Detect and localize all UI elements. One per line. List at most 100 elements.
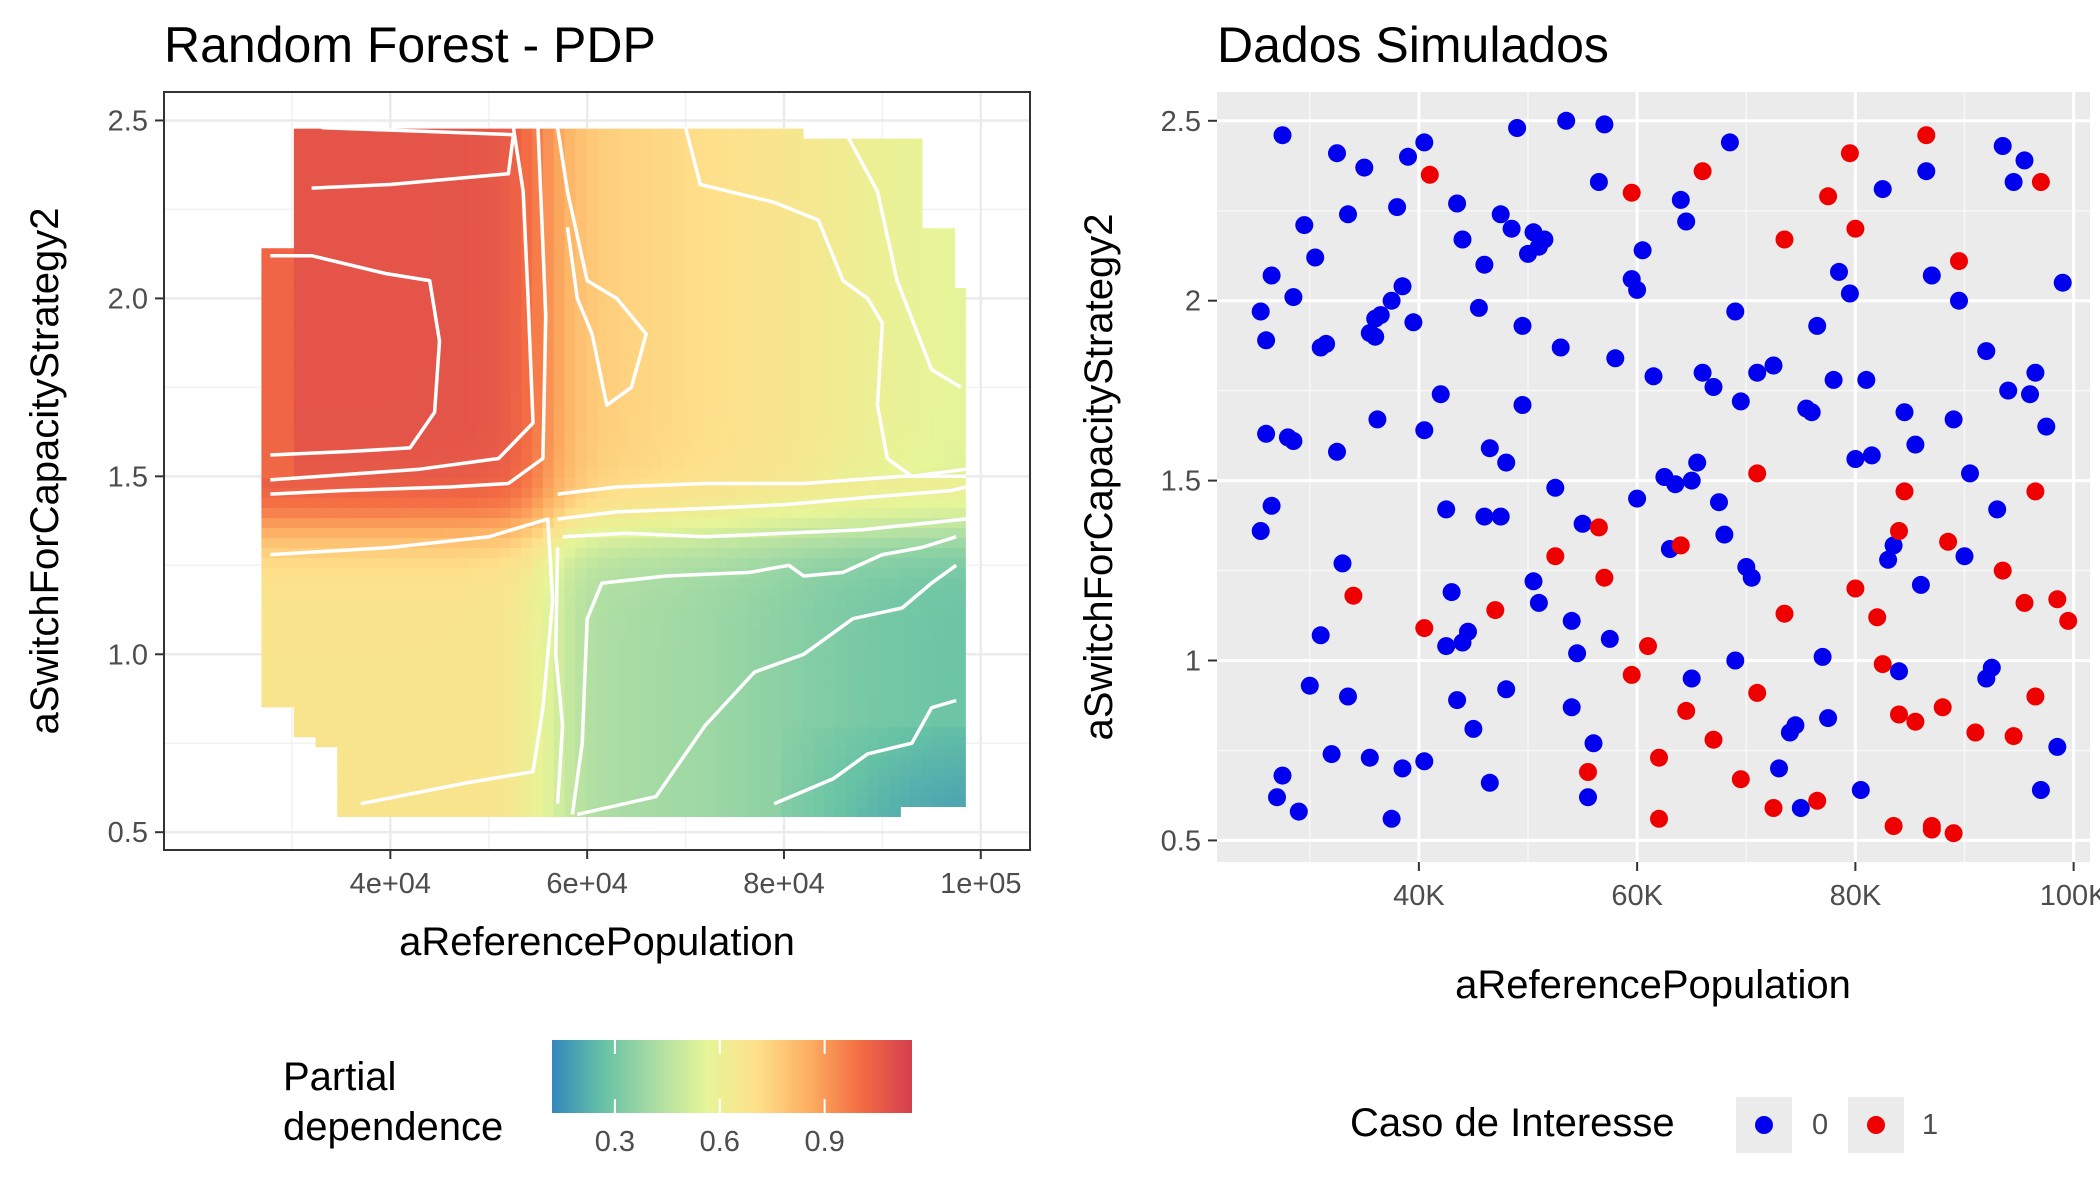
pdp-heatmap-cell	[672, 387, 685, 399]
pdp-heatmap-cell	[759, 208, 771, 220]
pdp-heatmap-cell	[716, 756, 728, 768]
pdp-heatmap-cell	[542, 477, 555, 489]
pdp-heatmap-cell	[791, 258, 804, 269]
pdp-heatmap-cell	[705, 606, 717, 618]
pdp-heatmap-cell	[824, 756, 836, 768]
pdp-heatmap-cell	[477, 278, 490, 289]
pdp-heatmap-cell	[651, 567, 663, 578]
pdp-heatmap-cell	[532, 796, 544, 808]
pdp-heatmap-cell	[672, 766, 685, 778]
pdp-heatmap-cell	[348, 417, 360, 429]
pdp-heatmap-cell	[705, 158, 717, 170]
pdp-heatmap-cell	[716, 507, 728, 519]
pdp-heatmap-cell	[716, 656, 728, 668]
pdp-heatmap-cell	[575, 437, 587, 449]
pdp-heatmap-cell	[261, 298, 274, 309]
pdp-heatmap-cell	[423, 706, 436, 718]
pdp-heatmap-cell	[488, 407, 501, 419]
pdp-heatmap-cell	[337, 527, 349, 538]
pdp-heatmap-cell	[272, 357, 284, 369]
pdp-heatmap-cell	[445, 636, 458, 648]
pdp-heatmap-cell	[672, 178, 685, 190]
pdp-heatmap-cell	[921, 766, 934, 778]
pdp-heatmap-cell	[900, 636, 912, 648]
pdp-heatmap-cell	[542, 447, 555, 459]
pdp-heatmap-cell	[402, 487, 414, 499]
pdp-heatmap-cell	[867, 716, 880, 728]
pdp-heatmap-cell	[802, 437, 815, 449]
pdp-heatmap-cell	[910, 736, 923, 748]
pdp-heatmap-cell	[261, 457, 274, 469]
pdp-heatmap-cell	[488, 397, 501, 409]
pdp-heatmap-cell	[412, 158, 425, 170]
pdp-heatmap-cell	[499, 596, 512, 608]
pdp-heatmap-cell	[943, 367, 956, 379]
pdp-heatmap-cell	[586, 646, 598, 658]
pdp-heatmap-cell	[510, 497, 523, 509]
pdp-heatmap-cell	[575, 527, 587, 538]
pdp-heatmap-cell	[337, 577, 349, 588]
pdp-heatmap-cell	[910, 298, 923, 309]
pdp-heatmap-cell	[434, 716, 447, 728]
pdp-heatmap-cell	[369, 477, 382, 489]
pdp-heatmap-cell	[467, 726, 479, 738]
pdp-heatmap-cell	[932, 606, 945, 618]
pdp-heatmap-cell	[304, 138, 317, 150]
pdp-heatmap-cell	[802, 208, 815, 220]
pdp-heatmap-cell	[802, 188, 815, 200]
pdp-heatmap-cell	[510, 676, 523, 688]
pdp-heatmap-cell	[835, 796, 847, 808]
pdp-heatmap-cell	[748, 387, 761, 399]
pdp-heatmap-cell	[358, 138, 371, 150]
pdp-heatmap-cell	[521, 676, 533, 688]
pdp-heatmap-cell	[683, 527, 696, 538]
pdp-heatmap-cell	[499, 327, 512, 339]
pdp-heatmap-cell	[477, 646, 490, 658]
pdp-heatmap-cell	[802, 567, 815, 578]
pdp-heatmap-cell	[856, 138, 869, 150]
pdp-heatmap-cell	[380, 537, 393, 548]
pdp-heatmap-cell	[705, 397, 717, 409]
pdp-heatmap-cell	[337, 736, 349, 748]
pdp-heatmap-cell	[337, 417, 349, 429]
pdp-heatmap-cell	[510, 298, 523, 309]
pdp-heatmap-cell	[878, 557, 891, 568]
pdp-heatmap-cell	[835, 357, 847, 369]
pdp-heatmap-cell	[488, 716, 501, 728]
pdp-heatmap-cell	[272, 517, 284, 529]
pdp-heatmap-cell	[315, 258, 328, 269]
pdp-heatmap-cell	[467, 407, 479, 419]
pdp-heatmap-cell	[326, 567, 339, 578]
pdp-heatmap-cell	[932, 676, 945, 688]
pdp-heatmap-cell	[705, 317, 717, 329]
pdp-heatmap-cell	[434, 198, 447, 210]
scatter-point-0	[1464, 719, 1483, 738]
pdp-heatmap-cell	[900, 796, 912, 808]
pdp-heatmap-cell	[910, 317, 923, 329]
pdp-heatmap-cell	[672, 706, 685, 718]
pdp-heatmap-cell	[845, 746, 858, 758]
pdp-heatmap-cell	[412, 577, 425, 588]
pdp-heatmap-cell	[380, 596, 393, 608]
pdp-heatmap-cell	[304, 357, 317, 369]
pdp-heatmap-cell	[607, 766, 620, 778]
pdp-heatmap-cell	[391, 577, 403, 588]
pdp-heatmap-cell	[412, 437, 425, 449]
pdp-heatmap-cell	[326, 158, 339, 170]
pdp-heatmap-cell	[456, 686, 468, 698]
pdp-heatmap-cell	[824, 696, 836, 708]
pdp-heatmap-cell	[651, 347, 663, 359]
pdp-heatmap-cell	[391, 626, 403, 638]
pdp-heatmap-cell	[889, 397, 901, 409]
pdp-heatmap-cell	[716, 387, 728, 399]
pdp-heatmap-cell	[856, 308, 869, 319]
pdp-heatmap-cell	[402, 497, 414, 509]
pdp-heatmap-cell	[348, 327, 360, 339]
pdp-heatmap-cell	[683, 447, 696, 459]
pdp-heatmap-cell	[380, 696, 393, 708]
pdp-heatmap-cell	[597, 158, 609, 170]
pdp-heatmap-cell	[867, 298, 880, 309]
pdp-heatmap-cell	[607, 288, 620, 299]
pdp-heatmap-cell	[791, 666, 804, 678]
pdp-heatmap-cell	[856, 537, 869, 548]
